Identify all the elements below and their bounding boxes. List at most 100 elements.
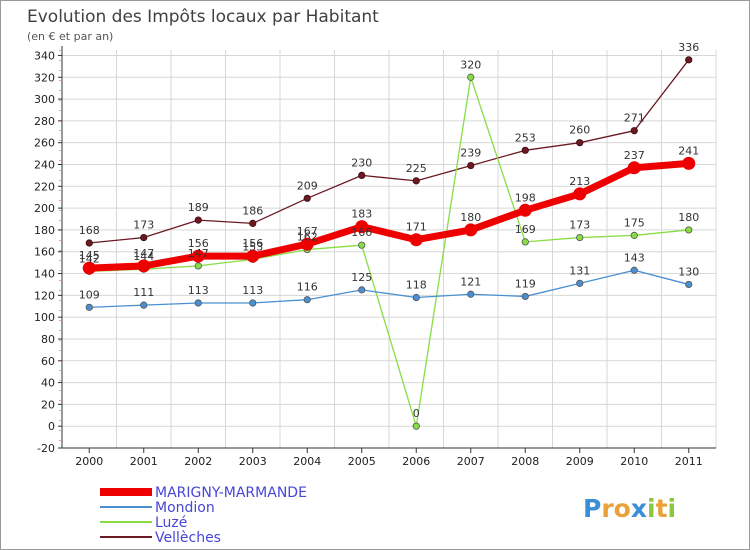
- data-label: 260: [569, 124, 590, 137]
- chart-subtitle: (en € et par an): [27, 30, 113, 43]
- x-tick-label: 2008: [511, 455, 539, 468]
- data-label: 180: [460, 211, 481, 224]
- data-point: [137, 259, 151, 273]
- data-point: [685, 226, 693, 234]
- logo-letter: t: [656, 494, 668, 523]
- logo-letter: P: [583, 494, 601, 523]
- data-point: [303, 296, 311, 304]
- data-point: [358, 286, 366, 294]
- data-label: 168: [79, 224, 100, 237]
- data-label: 145: [79, 249, 100, 262]
- data-point: [627, 161, 641, 175]
- logo-letter: o: [614, 494, 631, 523]
- data-point: [300, 237, 314, 251]
- data-label: 118: [406, 279, 427, 292]
- data-point: [355, 220, 369, 234]
- data-point: [249, 219, 257, 227]
- series-line-Luzé: [89, 76, 689, 427]
- data-label: 189: [188, 201, 209, 214]
- data-point: [521, 292, 529, 301]
- data-label: 130: [678, 265, 699, 278]
- data-label: 230: [351, 156, 372, 169]
- y-tick-label: 160: [34, 246, 55, 259]
- data-label: 144: [133, 250, 154, 263]
- y-tick-label: 80: [41, 333, 55, 346]
- y-tick-label: -20: [37, 442, 55, 455]
- data-label: 116: [297, 281, 318, 294]
- data-label: 167: [297, 225, 318, 238]
- y-tick-label: 120: [34, 289, 55, 302]
- data-label: 169: [515, 223, 536, 236]
- y-tick-label: 320: [34, 71, 55, 84]
- series-line-Vellèches: [89, 59, 690, 244]
- x-tick-label: 2007: [457, 455, 485, 468]
- y-tick-label: 280: [34, 115, 55, 128]
- data-label: 131: [569, 264, 590, 277]
- logo-letter: r: [601, 494, 614, 523]
- legend-label: Mondion: [155, 500, 215, 516]
- y-tick-label: 20: [41, 398, 55, 411]
- data-label: 113: [242, 284, 263, 297]
- y-tick-label: 240: [34, 158, 55, 171]
- data-label: 113: [188, 284, 209, 297]
- x-tick-label: 2005: [348, 455, 376, 468]
- data-label: 320: [460, 58, 481, 71]
- proxiti-logo: Proxiti: [583, 494, 676, 523]
- y-tick-label: 60: [41, 355, 55, 368]
- data-point: [521, 146, 529, 154]
- data-label: 198: [515, 191, 536, 204]
- data-point: [576, 233, 584, 242]
- data-point: [412, 293, 420, 302]
- data-label: 166: [351, 226, 372, 239]
- data-label: 180: [678, 211, 699, 224]
- data-point: [412, 177, 420, 185]
- data-point: [140, 301, 148, 309]
- y-tick-label: 140: [34, 268, 55, 281]
- data-label: 213: [569, 175, 590, 188]
- data-label: 175: [624, 216, 645, 229]
- data-point: [412, 422, 420, 430]
- x-tick-label: 2010: [620, 455, 648, 468]
- y-tick-label: 200: [34, 202, 55, 215]
- y-tick-label: 340: [34, 49, 55, 62]
- data-point: [85, 303, 93, 311]
- data-label: 156: [242, 237, 263, 250]
- data-label: 153: [242, 240, 263, 253]
- data-label: 183: [351, 208, 372, 221]
- data-label: 121: [460, 275, 481, 288]
- logo-letter: i: [647, 494, 656, 523]
- chart-title: Evolution des Impôts locaux par Habitant: [27, 7, 379, 27]
- data-point: [358, 171, 366, 179]
- data-point: [685, 56, 693, 64]
- data-label: 186: [242, 204, 263, 217]
- data-point: [467, 73, 475, 81]
- x-tick-label: 2001: [130, 455, 158, 468]
- data-point: [358, 241, 366, 249]
- data-point: [518, 203, 532, 217]
- y-tick-label: 220: [34, 180, 55, 193]
- data-label: 156: [188, 237, 209, 250]
- data-point: [194, 262, 202, 270]
- data-label: 171: [406, 221, 427, 234]
- data-label: 239: [460, 147, 481, 160]
- data-label: 0: [413, 407, 420, 420]
- x-tick-label: 2004: [293, 455, 321, 468]
- data-point: [685, 280, 693, 289]
- y-tick-label: 40: [41, 377, 55, 390]
- x-tick-label: 2011: [675, 455, 703, 468]
- data-point: [246, 249, 260, 263]
- data-label: 109: [79, 288, 100, 301]
- data-label: 253: [515, 131, 536, 144]
- data-point: [521, 238, 529, 246]
- data-label: 209: [297, 179, 318, 192]
- data-point: [464, 223, 478, 237]
- x-tick-label: 2002: [184, 455, 212, 468]
- data-label: 125: [351, 271, 372, 284]
- y-tick-label: 180: [34, 224, 55, 237]
- data-point: [576, 139, 584, 147]
- data-point: [630, 127, 638, 135]
- y-tick-label: 300: [34, 93, 55, 106]
